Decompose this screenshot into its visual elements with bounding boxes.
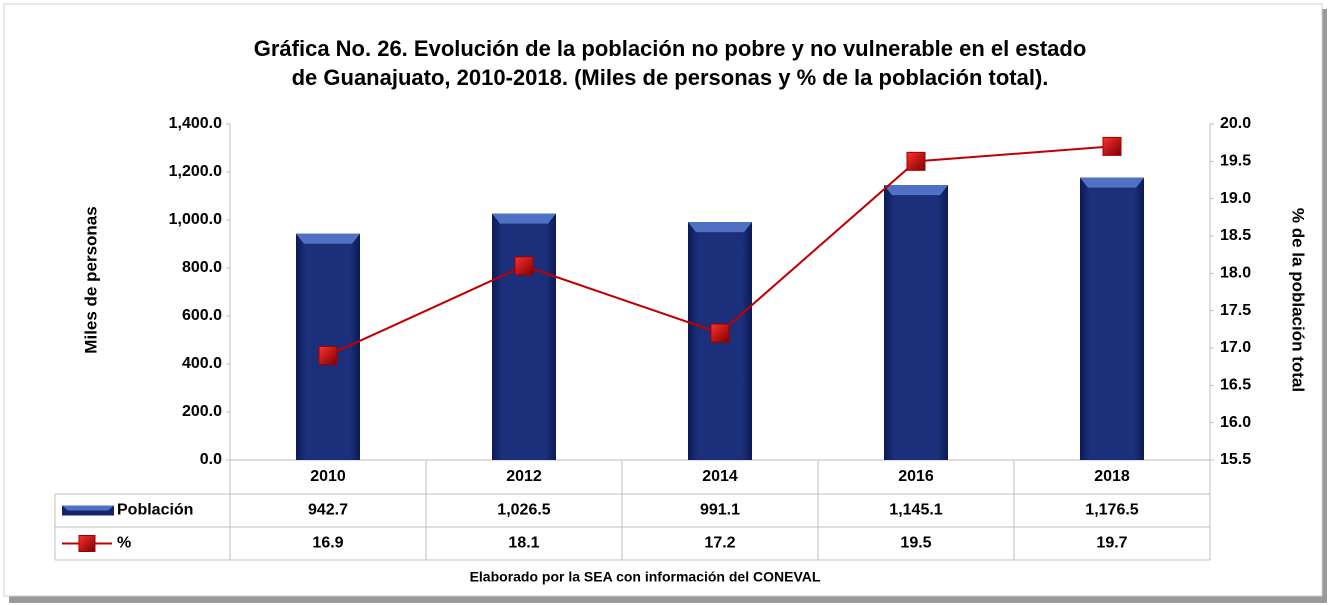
y-tick-label: 400.0	[182, 355, 222, 372]
bar	[884, 185, 948, 460]
marker	[906, 151, 926, 171]
y-tick-label: 200.0	[182, 403, 222, 420]
legend-label: Población	[117, 502, 193, 519]
y-tick-label: 0.0	[200, 451, 222, 468]
y2-tick-label: 19.0	[1220, 190, 1251, 207]
bar-bevel	[1080, 177, 1144, 188]
y2-tick-label: 19.5	[1220, 153, 1251, 170]
source-note: Elaborado por la SEA con información del…	[470, 569, 821, 585]
y-tick-label: 800.0	[182, 259, 222, 276]
bar	[492, 213, 556, 460]
marker	[710, 323, 730, 343]
y-tick-label: 1,000.0	[169, 211, 222, 228]
legend-label: %	[117, 535, 131, 552]
bar-bevel	[296, 233, 360, 244]
y2-tick-label: 20.0	[1220, 115, 1251, 132]
marker	[514, 256, 534, 276]
data-table-cell: 19.7	[1096, 535, 1127, 552]
marker	[1102, 136, 1122, 156]
y2-tick-label: 17.5	[1220, 302, 1251, 319]
y2-tick-label: 16.0	[1220, 414, 1251, 431]
data-table-cell: 1,176.5	[1085, 502, 1138, 519]
y-axis-title: Miles de personas	[81, 206, 100, 353]
y2-tick-label: 18.0	[1220, 265, 1251, 282]
x-tick-label: 2016	[898, 468, 934, 485]
data-table-cell: 19.5	[900, 535, 931, 552]
y-tick-label: 1,200.0	[169, 163, 222, 180]
data-table-cell: 18.1	[508, 535, 539, 552]
legend-marker	[78, 535, 96, 552]
y2-tick-label: 15.5	[1220, 451, 1251, 468]
chart-title: Gráfica No. 26. Evolución de la població…	[254, 36, 1087, 61]
y2-tick-label: 17.0	[1220, 339, 1251, 356]
bar-bevel	[492, 213, 556, 224]
bar-bevel	[884, 185, 948, 196]
y2-tick-label: 16.5	[1220, 377, 1251, 394]
data-table-cell: 991.1	[700, 502, 740, 519]
y-tick-label: 1,400.0	[169, 115, 222, 132]
data-table-cell: 16.9	[312, 535, 343, 552]
data-table-cell: 942.7	[308, 502, 348, 519]
x-tick-label: 2018	[1094, 468, 1130, 485]
bar-bevel	[688, 222, 752, 233]
x-tick-label: 2014	[702, 468, 738, 485]
data-table-cell: 17.2	[704, 535, 735, 552]
data-table-cell: 1,145.1	[889, 502, 942, 519]
y2-tick-label: 18.5	[1220, 227, 1251, 244]
x-tick-label: 2010	[310, 468, 346, 485]
data-table-cell: 1,026.5	[497, 502, 550, 519]
bar	[1080, 177, 1144, 460]
x-tick-label: 2012	[506, 468, 542, 485]
chart-title: de Guanajuato, 2010-2018. (Miles de pers…	[292, 65, 1049, 90]
marker	[318, 345, 338, 365]
y2-axis-title: % de la población total	[1289, 208, 1308, 392]
legend-bevel	[62, 505, 114, 511]
y-tick-label: 600.0	[182, 307, 222, 324]
